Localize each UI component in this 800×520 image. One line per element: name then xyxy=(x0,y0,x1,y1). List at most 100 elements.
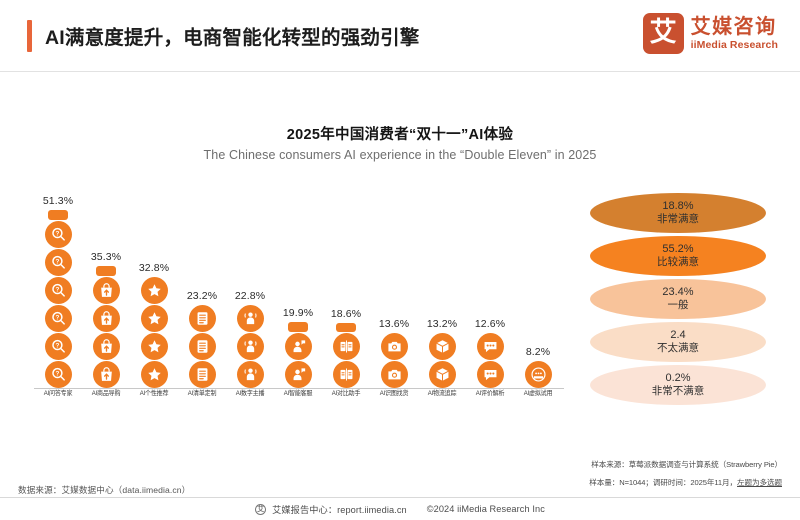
compare-scales-icon xyxy=(332,361,360,388)
satisfaction-percent: 55.2% xyxy=(662,242,694,255)
bar-value-label: 13.6% xyxy=(378,318,410,330)
footer-logo-icon: 艾 xyxy=(255,503,267,515)
camera-search-icon xyxy=(380,361,408,388)
satisfaction-percent: 18.8% xyxy=(662,199,694,212)
sample-size-underlined: 左题为多选题 xyxy=(737,478,782,487)
person-broadcast-icon xyxy=(236,361,264,388)
shopping-bag-arrow-icon xyxy=(92,277,120,304)
svg-text:?: ? xyxy=(55,342,59,349)
satisfaction-ellipse: 18.8% 非常满意 xyxy=(590,193,766,233)
x-axis-line xyxy=(34,388,564,389)
x-axis-label: AI个性推荐 xyxy=(139,390,169,397)
bar-icon-stack xyxy=(236,305,264,388)
x-axis-label: AI清单定制 xyxy=(187,390,217,397)
svg-text:?: ? xyxy=(55,370,59,377)
report-center-link[interactable]: 艾媒报告中心：report.iimedia.cn xyxy=(272,505,407,515)
bar-column: 13.2% xyxy=(418,318,466,388)
bar-value-label: 18.6% xyxy=(330,308,362,321)
x-axis-label: AI虚拟试用 xyxy=(523,390,553,397)
satisfaction-percent: 0.2% xyxy=(665,371,691,384)
bar-column: 19.9% xyxy=(274,307,322,388)
camera-search-icon xyxy=(380,333,408,360)
bar-icon-stack xyxy=(428,333,456,388)
bar-value-label: 19.9% xyxy=(282,307,314,319)
x-axis-label: AI评价解析 xyxy=(475,390,505,397)
bar-value-label: 23.2% xyxy=(186,290,218,302)
svg-text:?: ? xyxy=(55,230,59,237)
svg-text:?: ? xyxy=(55,314,59,321)
bar-partial-segment xyxy=(96,266,116,276)
bar-icon-stack xyxy=(332,323,360,388)
chart-subtitle: The Chinese consumers AI experience in t… xyxy=(203,148,597,162)
magnifier-question-icon: ? xyxy=(44,305,72,332)
sample-source-note: 样本来源：草莓派数据调查与计算系统（Strawberry Pie） xyxy=(591,460,782,469)
parcel-box-icon xyxy=(428,333,456,360)
x-axis-label: AI问答专家 xyxy=(43,390,73,397)
headset-agent-icon xyxy=(284,333,312,360)
person-broadcast-icon xyxy=(236,333,264,360)
magnifier-question-icon: ? xyxy=(44,333,72,360)
bar-value-label: 8.2% xyxy=(525,346,551,358)
chart-bars: 51.3%?????? 35.3% 32.8% 23.2% 22.8% 19.9% 18.6… xyxy=(34,178,564,388)
satisfaction-ellipse: 0.2% 非常不满意 xyxy=(590,365,766,405)
satisfaction-ellipse: 55.2% 比较满意 xyxy=(590,236,766,276)
shopping-bag-arrow-icon xyxy=(92,333,120,360)
person-broadcast-icon xyxy=(236,305,264,332)
satisfaction-legend: 18.8% 非常满意 55.2% 比较满意 23.4% 一般 2.4 不太满意 0.2% 非常不满… xyxy=(580,193,776,408)
checklist-icon xyxy=(188,361,216,388)
sample-size-text: 样本量：N=1044；调研时间：2025年11月， xyxy=(589,478,738,487)
sample-size-note: 样本量：N=1044；调研时间：2025年11月，左题为多选题 xyxy=(589,477,782,488)
satisfaction-label: 非常满意 xyxy=(657,213,699,226)
headset-agent-icon xyxy=(284,361,312,388)
speech-bubble-stars-icon xyxy=(476,333,504,360)
page-header: AI满意度提升，电商智能化转型的强劲引擎 xyxy=(0,0,800,71)
bar-icon-stack: ?????? xyxy=(44,210,72,388)
footer-bar: 艾 艾媒报告中心：report.iimedia.cn ©2024 iiMedia… xyxy=(0,498,800,520)
bar-column: 13.6% xyxy=(370,318,418,388)
star-badge-icon xyxy=(140,361,168,388)
x-axis-label: AI对比助手 xyxy=(331,390,361,397)
satisfaction-ellipse: 23.4% 一般 xyxy=(590,279,766,319)
x-axis-labels: AI问答专家 AI商品导购 AI个性推荐 AI清单定制 AI数字主播 AI智能客服 AI对比… xyxy=(34,390,564,410)
bar-value-label: 51.3% xyxy=(42,195,74,207)
bar-column: 18.6% xyxy=(322,308,370,388)
speech-bubble-stars-icon xyxy=(476,361,504,388)
brand-logo: 艾 艾媒咨询 iiMedia Research xyxy=(642,13,778,54)
footer-divider xyxy=(0,497,800,498)
magnifier-question-icon: ? xyxy=(44,361,72,388)
svg-text:?: ? xyxy=(55,258,59,265)
bar-value-label: 35.3% xyxy=(90,251,122,263)
x-axis-label: AI商品导购 xyxy=(91,390,121,397)
bar-icon-stack xyxy=(188,305,216,388)
shopping-bag-arrow-icon xyxy=(92,361,120,388)
bar-column: 12.6% xyxy=(466,318,514,388)
bar-icon-stack xyxy=(524,361,552,388)
logo-mark-icon: 艾 xyxy=(642,13,684,54)
logo-name-en: iiMedia Research xyxy=(690,38,778,51)
logo-name-cn: 艾媒咨询 xyxy=(690,15,777,38)
bar-column: 35.3% xyxy=(82,251,130,388)
svg-text:?: ? xyxy=(55,286,59,293)
x-axis-label: AI数字主播 xyxy=(235,390,265,397)
satisfaction-ellipse: 2.4 不太满意 xyxy=(590,322,766,362)
title-accent-bar xyxy=(27,19,32,52)
bar-column: 51.3%?????? xyxy=(34,195,82,388)
bar-icon-stack xyxy=(476,333,504,388)
bar-column: 8.2% xyxy=(514,346,562,388)
x-axis-label: AI识图找货 xyxy=(379,390,409,397)
x-axis-label: AI物流追踪 xyxy=(427,390,457,397)
page-title: AI满意度提升，电商智能化转型的强劲引擎 xyxy=(45,27,420,49)
magnifier-question-icon: ? xyxy=(44,221,72,248)
virtual-tryon-icon xyxy=(524,361,552,388)
satisfaction-label: 不太满意 xyxy=(657,342,699,355)
star-badge-icon xyxy=(140,333,168,360)
bar-partial-segment xyxy=(336,323,356,332)
logo-text: 艾媒咨询 iiMedia Research xyxy=(691,16,778,52)
bar-partial-segment xyxy=(288,322,308,332)
header-divider xyxy=(0,71,800,72)
checklist-icon xyxy=(188,333,216,360)
bar-icon-stack xyxy=(380,333,408,388)
bar-value-label: 13.2% xyxy=(426,318,458,330)
bar-value-label: 12.6% xyxy=(474,318,506,330)
